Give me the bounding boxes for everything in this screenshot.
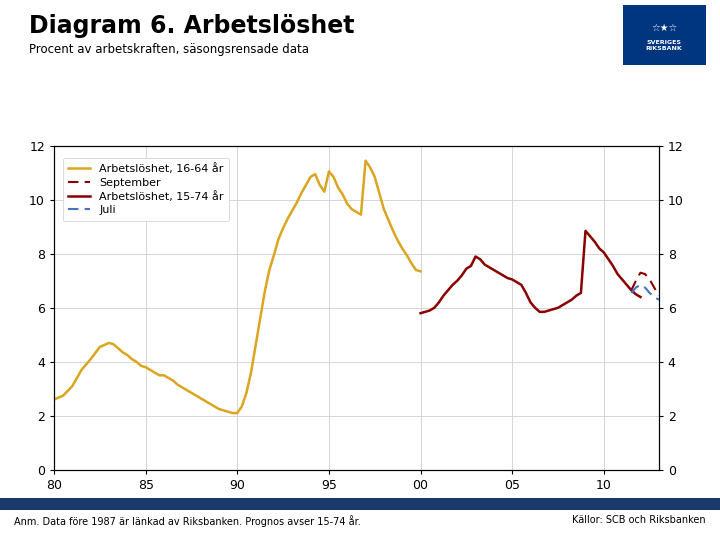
Text: Procent av arbetskraften, säsongsrensade data: Procent av arbetskraften, säsongsrensade… (29, 43, 309, 56)
Text: SVERIGES
RIKSBANK: SVERIGES RIKSBANK (646, 40, 683, 51)
Text: ☆★☆: ☆★☆ (651, 23, 678, 33)
Text: Diagram 6. Arbetslöshet: Diagram 6. Arbetslöshet (29, 14, 354, 37)
Text: Källor: SCB och Riksbanken: Källor: SCB och Riksbanken (572, 515, 706, 525)
Legend: Arbetslöshet, 16-64 år, September, Arbetslöshet, 15-74 år, Juli: Arbetslöshet, 16-64 år, September, Arbet… (63, 158, 229, 221)
Text: Anm. Data före 1987 är länkad av Riksbanken. Prognos avser 15-74 år.: Anm. Data före 1987 är länkad av Riksban… (14, 515, 361, 527)
